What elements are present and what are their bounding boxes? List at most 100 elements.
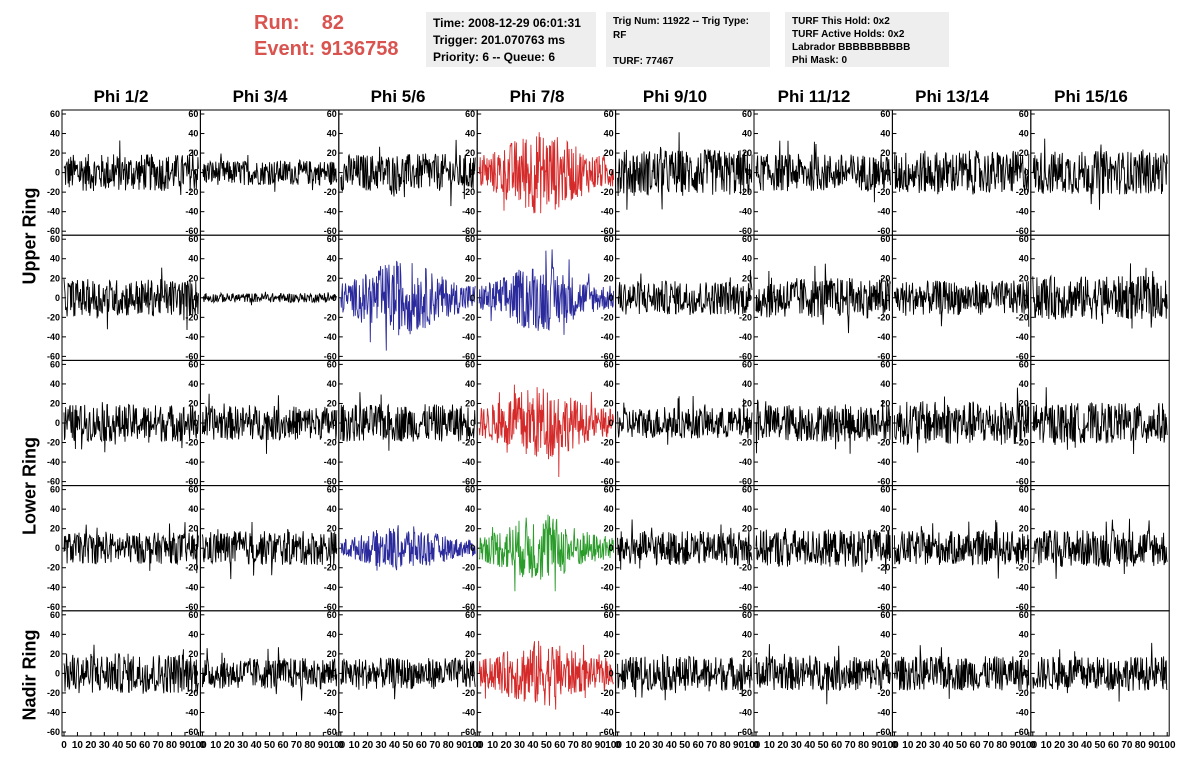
y-tick-label: -40 (185, 207, 198, 217)
waveform-trace (340, 657, 476, 700)
y-tick-label: 40 (880, 504, 890, 514)
x-tick-label: 90 (733, 740, 745, 751)
y-tick-label: 60 (327, 485, 337, 495)
x-tick-label: 40 (527, 740, 539, 751)
y-tick-label: 40 (188, 629, 198, 639)
y-tick-label: 60 (742, 610, 752, 620)
x-tick-label: 20 (362, 740, 374, 751)
y-tick-label: -60 (739, 602, 752, 612)
x-tick-label: 30 (237, 740, 249, 751)
y-tick-label: -20 (185, 688, 198, 698)
phi-mask-text: Phi Mask: 0 (792, 55, 848, 66)
y-tick-label: 20 (604, 649, 614, 659)
x-tick-label: 10 (487, 740, 499, 751)
x-tick-label: 100 (1020, 740, 1037, 751)
turf-info-box: TURF This Hold: 0x2 TURF Active Holds: 0… (785, 12, 949, 67)
y-tick-label: 0 (193, 668, 198, 678)
y-tick-label: -40 (1016, 207, 1029, 217)
y-tick-label: -40 (739, 582, 752, 592)
trigger-text: Trigger: 201.070763 ms (433, 33, 566, 47)
y-tick-label: -60 (185, 351, 198, 361)
y-tick-label: 60 (188, 359, 198, 369)
y-tick-label: 60 (50, 610, 60, 620)
x-tick-label: 70 (983, 740, 995, 751)
y-tick-label: 20 (327, 273, 337, 283)
y-tick-label: 60 (1019, 610, 1029, 620)
y-tick-label: -40 (739, 207, 752, 217)
waveform-trace (893, 280, 1030, 327)
y-tick-label: -20 (877, 312, 890, 322)
y-tick-label: -60 (47, 727, 60, 737)
turf-text: TURF: 77467 (613, 56, 674, 67)
waveform-trace (63, 522, 199, 574)
y-tick-label: -20 (877, 688, 890, 698)
y-tick-label: 60 (880, 234, 890, 244)
x-tick-label: 50 (956, 740, 968, 751)
y-tick-label: 40 (188, 379, 198, 389)
y-tick-label: 20 (465, 148, 475, 158)
y-tick-label: -20 (739, 563, 752, 573)
x-tick-label: 40 (666, 740, 678, 751)
y-tick-label: 40 (604, 379, 614, 389)
y-tick-label: -60 (1016, 351, 1029, 361)
x-tick-label: 40 (251, 740, 263, 751)
y-tick-label: -60 (739, 351, 752, 361)
y-tick-label: -40 (462, 582, 475, 592)
run-label: Run: (254, 12, 300, 34)
run-value: 82 (321, 12, 345, 34)
y-tick-label: -40 (47, 207, 60, 217)
waveform-trace (617, 269, 753, 316)
y-tick-label: -60 (324, 226, 337, 236)
y-tick-label: 0 (885, 168, 890, 178)
y-tick-label: 60 (50, 234, 60, 244)
x-tick-label: 100 (744, 740, 761, 751)
y-tick-label: 40 (742, 629, 752, 639)
y-tick-label: -60 (601, 602, 614, 612)
y-tick-label: 40 (604, 504, 614, 514)
y-tick-label: 20 (742, 398, 752, 408)
y-tick-label: -40 (739, 707, 752, 717)
y-tick-label: -40 (877, 707, 890, 717)
y-tick-label: 40 (465, 379, 475, 389)
y-tick-label: 20 (604, 148, 614, 158)
y-tick-label: -60 (462, 602, 475, 612)
y-tick-label: 0 (470, 168, 475, 178)
y-tick-label: 20 (188, 649, 198, 659)
y-tick-label: -60 (601, 727, 614, 737)
y-tick-label: 60 (604, 485, 614, 495)
y-tick-label: -20 (185, 187, 198, 197)
y-tick-label: 0 (885, 668, 890, 678)
waveform-trace (617, 654, 753, 701)
event-value: 9136758 (320, 38, 399, 60)
phi-column-label: Phi 7/8 (509, 87, 565, 106)
y-tick-label: 20 (50, 524, 60, 534)
y-tick-label: 0 (1024, 543, 1029, 553)
waveform-trace (617, 132, 753, 210)
x-tick-label: 0 (476, 740, 482, 751)
waveform-trace (755, 140, 891, 203)
y-tick-label: 40 (880, 129, 890, 139)
y-tick-label: -60 (1016, 602, 1029, 612)
waveform-trace (201, 647, 338, 701)
x-tick-label: 20 (916, 740, 928, 751)
x-tick-label: 90 (179, 740, 191, 751)
y-tick-label: -20 (462, 312, 475, 322)
y-tick-label: -20 (462, 187, 475, 197)
x-tick-label: 0 (892, 740, 898, 751)
x-tick-label: 50 (541, 740, 553, 751)
x-tick-label: 0 (615, 740, 621, 751)
waveform-trace (340, 139, 476, 207)
x-tick-label: 20 (224, 740, 236, 751)
y-tick-label: 0 (609, 543, 614, 553)
y-tick-label: 40 (604, 129, 614, 139)
y-tick-label: 20 (327, 398, 337, 408)
x-tick-label: 40 (112, 740, 124, 751)
y-tick-label: -20 (1016, 438, 1029, 448)
waveform-trace (478, 249, 615, 335)
y-tick-label: -20 (462, 688, 475, 698)
y-tick-label: 0 (332, 168, 337, 178)
y-tick-label: 40 (465, 629, 475, 639)
y-tick-label: 20 (1019, 524, 1029, 534)
x-tick-label: 40 (1081, 740, 1093, 751)
